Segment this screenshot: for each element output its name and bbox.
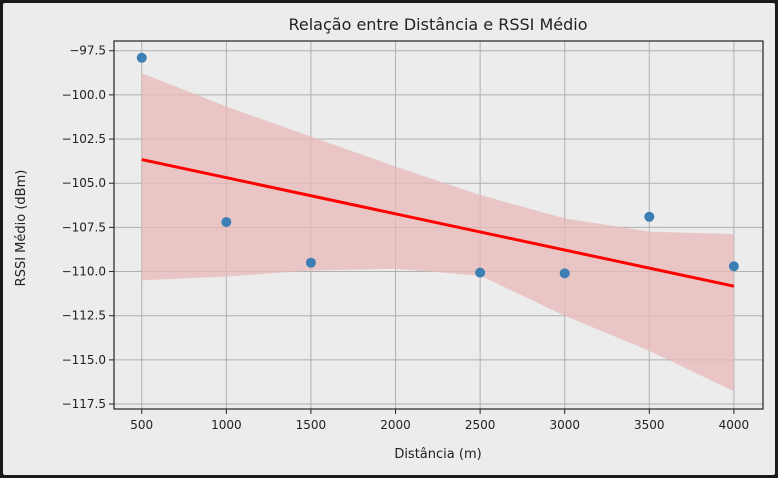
scatter-regression-chart: Relação entre Distância e RSSI Médio Dis… [14,15,764,462]
chart-frame: Relação entre Distância e RSSI Médio Dis… [3,3,775,475]
y-tick-label: −110.0 [62,265,106,279]
chart-title: Relação entre Distância e RSSI Médio [288,15,587,34]
data-point [475,267,486,278]
data-point [221,217,232,228]
y-tick-label: −115.0 [62,353,106,367]
data-point [644,211,655,222]
regression-line [141,158,735,288]
x-tick-label: 2000 [380,418,411,432]
data-point [559,268,570,279]
x-tick-label: 500 [130,418,153,432]
y-tick-label: −105.0 [62,176,106,190]
y-tick-label: −97.5 [69,44,106,58]
axes-frame [113,40,764,410]
y-axis-label: RSSI Médio (dBm) [14,170,29,287]
data-point [305,257,316,268]
x-tick-label: 1500 [296,418,327,432]
x-axis-label: Distância (m) [394,447,481,462]
x-tick-label: 4000 [719,418,750,432]
data-point [728,261,739,272]
x-tick-label: 3500 [634,418,665,432]
x-tick-label: 2500 [465,418,496,432]
data-point [136,52,147,63]
x-tick-label: 3000 [549,418,580,432]
y-tick-label: −102.5 [62,132,106,146]
confidence-band [141,73,734,392]
y-tick-label: −112.5 [62,309,106,323]
y-tick-label: −107.5 [62,220,106,234]
y-tick-label: −117.5 [62,397,106,411]
x-tick-label: 1000 [211,418,242,432]
y-tick-label: −100.0 [62,88,106,102]
